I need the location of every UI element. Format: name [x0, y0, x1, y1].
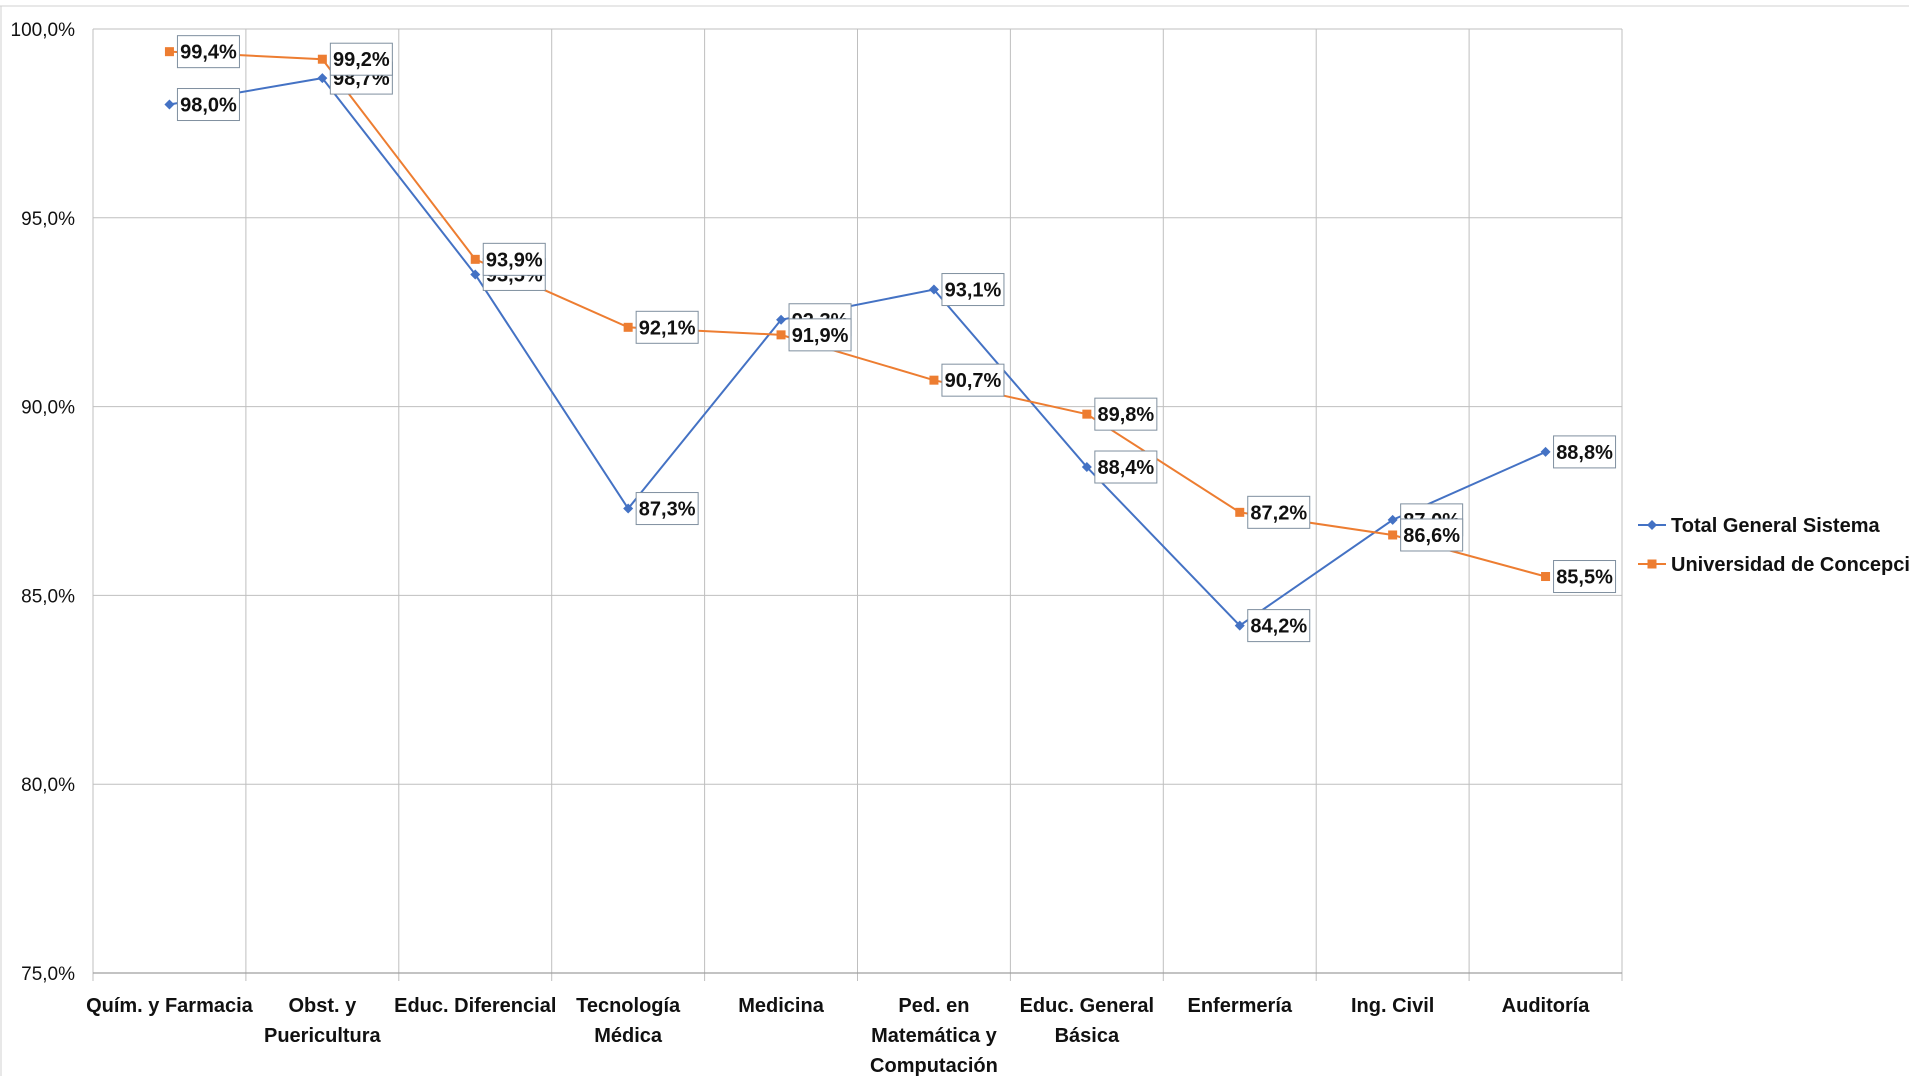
x-tick-label: Puericultura [264, 1025, 382, 1047]
data-point [623, 503, 634, 514]
data-point [317, 73, 328, 84]
legend: Total General Sistema Universidad de Conc… [1638, 515, 1909, 576]
legend-swatch-marker [1647, 520, 1657, 530]
data-label: 88,4% [1097, 457, 1154, 479]
x-tick-label: Quím. y Farmacia [86, 995, 254, 1017]
data-label-box [329, 42, 393, 76]
data-point [1234, 620, 1245, 631]
x-tick-label: Educ. General [1020, 995, 1155, 1017]
data-label: 84,2% [1250, 616, 1307, 638]
data-label: 90,7% [945, 370, 1002, 392]
data-label: 85,5% [1556, 567, 1613, 589]
data-label: 99,4% [180, 42, 237, 64]
data-point [1540, 446, 1551, 457]
data-label: 91,9% [792, 325, 849, 347]
x-tick-label: Ped. en [898, 995, 969, 1017]
data-label: 92,1% [639, 317, 696, 339]
data-label: 86,6% [1403, 525, 1460, 547]
series [164, 47, 1551, 631]
data-label-box [788, 318, 852, 352]
data-label-box [635, 492, 699, 526]
x-tick-label: Enfermería [1188, 995, 1293, 1017]
data-label: 93,1% [945, 280, 1002, 302]
y-tick-label: 80,0% [21, 775, 75, 796]
data-point [928, 284, 939, 295]
y-tick-label: 100,0% [11, 20, 76, 41]
data-label: 87,2% [1250, 502, 1307, 524]
x-tick-label: Auditoría [1502, 995, 1591, 1017]
data-point [1081, 462, 1092, 473]
series-line [169, 77, 1546, 627]
data-label: 93,9% [486, 249, 543, 271]
y-tick-label: 75,0% [21, 964, 75, 985]
x-tick-label: Ing. Civil [1351, 995, 1434, 1017]
data-label: 99,2% [333, 49, 390, 71]
series-line [169, 50, 1546, 578]
x-tick-label: Obst. y [288, 995, 357, 1017]
data-label-box [1247, 495, 1311, 529]
data-point [164, 99, 175, 110]
grid [0, 5, 1909, 1076]
x-tick-label: Matemática y [871, 1025, 997, 1047]
data-point [929, 375, 939, 385]
legend-entry: Universidad de Concepción [1671, 554, 1909, 576]
data-point [470, 269, 481, 280]
data-point [317, 54, 327, 64]
data-point [164, 47, 174, 57]
data-point [1387, 514, 1398, 525]
data-label: 89,8% [1097, 404, 1154, 426]
x-tick-label: Medicina [738, 995, 824, 1017]
legend-entry: Total General Sistema [1671, 515, 1880, 537]
data-label-box [635, 310, 699, 344]
x-tick-label: Educ. Diferencial [394, 995, 556, 1017]
data-label: 87,3% [639, 499, 696, 521]
data-label-box [1094, 397, 1158, 431]
y-tick-label: 85,0% [21, 586, 75, 607]
legend-swatch-marker [1647, 559, 1657, 569]
data-label-box [941, 273, 1005, 307]
data-labels: 98,0%98,7%93,5%87,3%92,3%93,1%88,4%84,2%… [176, 35, 1617, 643]
y-tick-label: 90,0% [21, 398, 75, 419]
x-tick-label: Básica [1055, 1025, 1120, 1047]
data-label-box [941, 363, 1005, 397]
data-point [1541, 572, 1551, 582]
data-point [1082, 409, 1092, 419]
x-tick-label: Médica [594, 1025, 663, 1047]
data-point [776, 330, 786, 340]
data-point [1235, 507, 1245, 517]
y-tick-label: 95,0% [21, 209, 75, 230]
data-point [776, 314, 787, 325]
data-label-box [1553, 560, 1617, 594]
x-tick-label: Tecnología [576, 995, 681, 1017]
x-tick-label: Computación [870, 1055, 998, 1076]
data-label-box [176, 35, 240, 69]
data-label-box [1247, 609, 1311, 643]
data-label-box [176, 88, 240, 122]
data-label: 88,8% [1556, 442, 1613, 464]
data-point [623, 322, 633, 332]
data-label-box [482, 242, 546, 276]
data-point [470, 254, 480, 264]
axes: 75,0% 80,0% 85,0% 90,0% 95,0% 100,0% Quím. y F… [11, 20, 1622, 1077]
data-label-box [1094, 450, 1158, 484]
data-label-box [1400, 518, 1464, 552]
data-label-box [1553, 435, 1617, 469]
data-label: 98,0% [180, 95, 237, 117]
data-point [1388, 530, 1398, 540]
